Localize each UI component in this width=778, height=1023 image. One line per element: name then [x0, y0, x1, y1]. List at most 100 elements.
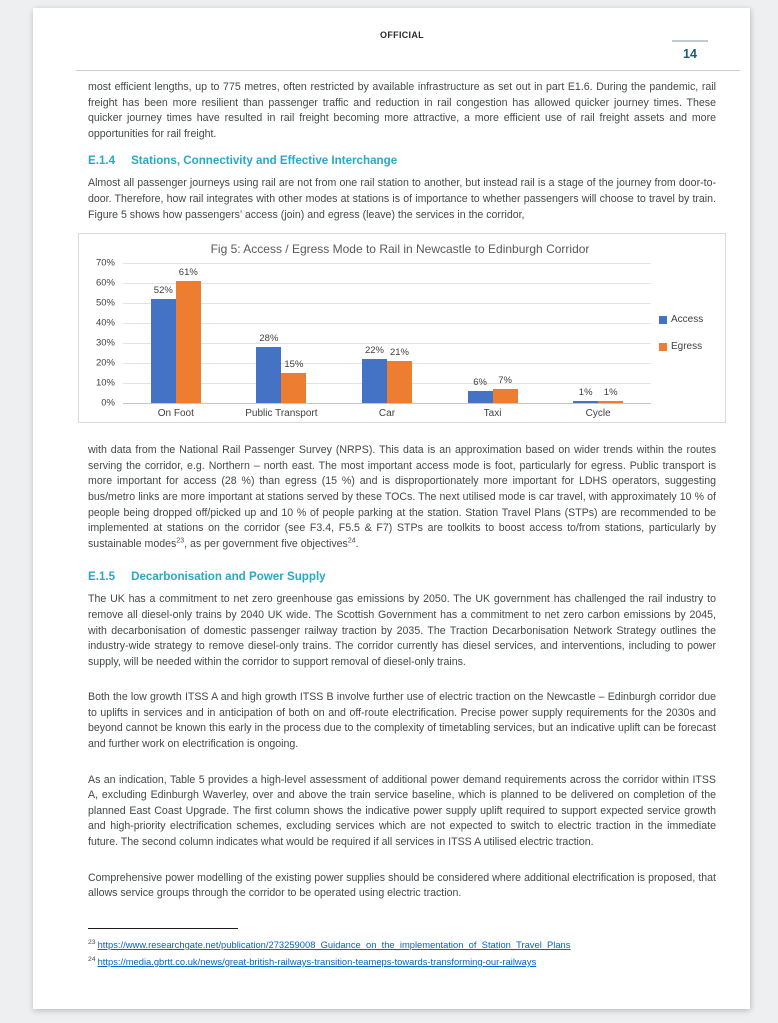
- gridline: [123, 403, 651, 405]
- y-tick-label: 10%: [95, 377, 115, 389]
- bar-access-on-foot: [150, 299, 176, 404]
- bar-column: 6%: [467, 263, 493, 404]
- intro-paragraph: most efficient lengths, up to 775 metres…: [88, 81, 716, 140]
- bar-group: 1% 1%: [545, 263, 651, 404]
- section-e15-paragraph-2: Both the low growth ITSS A and high grow…: [88, 691, 716, 751]
- bar-data-label: 61%: [178, 267, 198, 279]
- bar-data-label: 22%: [364, 345, 384, 357]
- bar-data-label: 7%: [498, 375, 512, 387]
- chart-plot-row: 0% 10% 20% 30% 40% 50% 60% 70% 52% 61% 28% 15% 22% 2…: [87, 258, 713, 409]
- x-category-label: On Foot: [157, 408, 194, 420]
- y-tick-label: 70%: [95, 257, 115, 269]
- bar-access-taxi: [467, 391, 493, 404]
- bar-column: 1%: [598, 263, 624, 404]
- paragraph-text: , as per government five objectives: [184, 537, 348, 550]
- section-title: Stations, Connectivity and Effective Int…: [131, 154, 398, 168]
- bar-data-label: 52%: [153, 285, 173, 297]
- section-number: E.1.4: [88, 154, 116, 168]
- gridline: [123, 303, 651, 305]
- bar-column: 22%: [361, 263, 387, 404]
- footnote-24: 24 https://media.gbrtt.co.uk/news/great-b…: [88, 952, 716, 969]
- y-tick-label: 40%: [95, 317, 115, 329]
- bar-access-public-transport: [256, 347, 282, 404]
- x-category-label: Car: [378, 408, 396, 420]
- y-tick-label: 50%: [95, 297, 115, 309]
- chart-x-axis: On Foot Public Transport Car Taxi Cycle: [123, 403, 651, 419]
- page-number: 14: [683, 47, 697, 61]
- x-category-label: Taxi: [483, 408, 502, 420]
- legend-entry-access: Access: [659, 314, 713, 325]
- footnote-link-researchgate[interactable]: https://www.researchgate.net/publication…: [97, 938, 571, 950]
- bar-column: 52%: [150, 263, 176, 404]
- bar-group: 28% 15%: [229, 263, 335, 404]
- header-divider: [76, 70, 740, 71]
- gridline: [123, 263, 651, 265]
- bar-access-car: [361, 359, 387, 404]
- footnote-ref-23[interactable]: 23: [176, 537, 185, 545]
- section-e15-paragraph-3: As an indication, Table 5 provides a hig…: [88, 773, 716, 849]
- footnote-marker: 23: [88, 938, 96, 946]
- y-tick-label: 20%: [95, 357, 115, 369]
- page-number-block: 14: [668, 40, 712, 61]
- x-category-label: Cycle: [585, 408, 611, 420]
- page-header: OFFICIAL 14: [88, 22, 716, 70]
- y-tick-label: 0%: [101, 397, 115, 409]
- legend-swatch: [659, 315, 667, 324]
- bar-data-label: 21%: [389, 347, 409, 359]
- chart-y-axis: 0% 10% 20% 30% 40% 50% 60% 70%: [87, 258, 123, 409]
- section-e15-paragraph-4: Comprehensive power modelling of the exi…: [88, 871, 716, 900]
- paragraph-text: with data from the National Rail Passeng…: [88, 444, 716, 550]
- legend-label: Egress: [671, 341, 703, 353]
- bar-egress-taxi: [492, 389, 518, 404]
- gridline: [123, 283, 651, 285]
- bar-column: 61%: [175, 263, 201, 404]
- bar-column: 28%: [256, 263, 282, 404]
- bar-egress-car: [386, 361, 412, 404]
- y-tick-label: 30%: [95, 337, 115, 349]
- footnote-marker: 24: [88, 955, 96, 963]
- bar-column: 15%: [281, 263, 307, 404]
- footnote-ref-24[interactable]: 24: [347, 537, 356, 545]
- bar-data-label: 15%: [284, 359, 304, 371]
- legend-swatch: [659, 342, 667, 351]
- figure-5-chart: Fig 5: Access / Egress Mode to Rail in N…: [78, 233, 726, 424]
- footnotes-section: 23 https://www.researchgate.net/publicati…: [88, 927, 716, 969]
- paragraph-text: .: [355, 537, 359, 550]
- bar-data-label: 6%: [473, 377, 487, 389]
- bar-egress-public-transport: [281, 373, 307, 404]
- section-heading-e15: E.1.5 Decarbonisation and Power Supply: [88, 570, 716, 583]
- section-heading-e14: E.1.4 Stations, Connectivity and Effectiv…: [88, 154, 716, 167]
- chart-legend: Access Egress: [651, 263, 713, 403]
- section-e14-paragraph: Almost all passenger journeys using rail…: [88, 177, 716, 221]
- page-number-rule: [672, 40, 708, 42]
- footnote-23: 23 https://www.researchgate.net/publicati…: [88, 935, 716, 952]
- bar-group: 22% 21%: [334, 263, 440, 404]
- bar-column: 7%: [492, 263, 518, 404]
- gridline: [123, 343, 651, 345]
- bar-data-label: 28%: [259, 333, 279, 345]
- bar-group: 6% 7%: [440, 263, 546, 404]
- bar-column: 1%: [573, 263, 599, 404]
- legend-label: Access: [671, 314, 704, 326]
- x-category-label: Public Transport: [245, 408, 318, 420]
- section-number: E.1.5: [88, 570, 116, 584]
- after-chart-paragraph: with data from the National Rail Passeng…: [88, 443, 716, 552]
- footnote-divider: [88, 927, 238, 929]
- bar-egress-cycle: [598, 401, 624, 404]
- bar-data-label: 1%: [578, 387, 593, 399]
- bar-egress-on-foot: [175, 281, 201, 404]
- chart-bar-groups: 52% 61% 28% 15% 22% 21% 6% 7% 1% 1%: [123, 263, 651, 404]
- classification-label: OFFICIAL: [380, 30, 424, 40]
- bar-column: 21%: [386, 263, 412, 404]
- bar-access-cycle: [573, 401, 599, 404]
- legend-entry-egress: Egress: [659, 341, 713, 352]
- section-title: Decarbonisation and Power Supply: [131, 570, 326, 584]
- document-page: OFFICIAL 14 most efficient lengths, up t…: [33, 8, 750, 1009]
- section-e15-paragraph-1: The UK has a commitment to net zero gree…: [88, 593, 716, 668]
- chart-plot-area: 52% 61% 28% 15% 22% 21% 6% 7% 1% 1%: [123, 263, 651, 405]
- y-tick-label: 60%: [95, 277, 115, 289]
- bar-data-label: 1%: [603, 387, 618, 399]
- footnote-link-gbrtt[interactable]: https://media.gbrtt.co.uk/news/great-bri…: [97, 956, 537, 968]
- gridline: [123, 323, 651, 325]
- bar-group: 52% 61%: [123, 263, 229, 404]
